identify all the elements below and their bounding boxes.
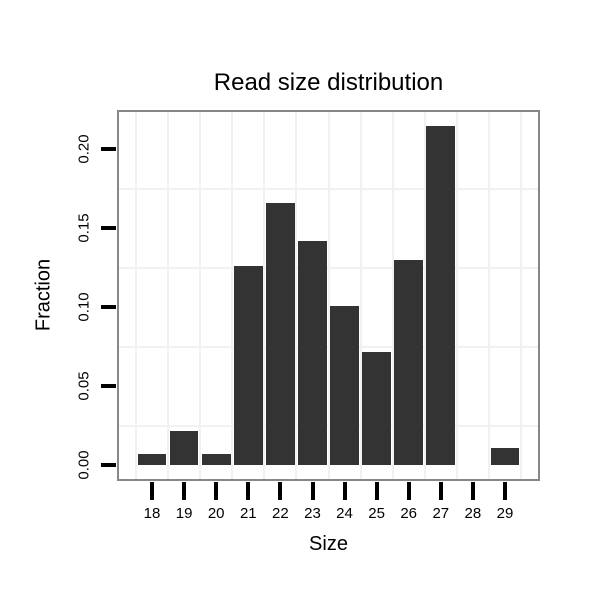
chart-bar bbox=[201, 454, 231, 466]
chart-bar bbox=[426, 125, 456, 466]
x-axis-tick bbox=[182, 482, 187, 500]
chart-bar bbox=[169, 430, 199, 466]
x-axis-tick-label: 22 bbox=[272, 505, 289, 522]
plot-panel bbox=[117, 110, 540, 481]
x-axis-tick bbox=[503, 482, 507, 500]
chart-bar bbox=[490, 448, 520, 466]
x-axis-tick-label: 23 bbox=[304, 505, 321, 522]
x-axis-tick bbox=[342, 482, 347, 500]
gridline-vertical bbox=[520, 112, 522, 479]
gridline-vertical bbox=[231, 112, 234, 479]
y-axis-tick bbox=[101, 147, 116, 152]
y-axis-title: Fraction bbox=[32, 258, 55, 332]
x-axis-tick bbox=[246, 482, 251, 500]
gridline-vertical bbox=[199, 112, 202, 479]
x-axis-tick-label: 19 bbox=[175, 505, 193, 522]
gridline-vertical bbox=[167, 112, 170, 479]
y-axis-tick-label: 0.10 bbox=[75, 292, 93, 322]
gridline-horizontal bbox=[119, 345, 538, 348]
x-axis-tick-label: 18 bbox=[143, 505, 161, 522]
gridline-horizontal bbox=[119, 266, 538, 269]
x-axis-tick bbox=[150, 482, 154, 500]
x-axis-tick bbox=[214, 482, 219, 500]
x-axis-tick-label: 25 bbox=[368, 505, 385, 522]
x-axis-tick bbox=[310, 482, 315, 500]
y-axis-tick bbox=[101, 384, 116, 389]
x-axis-tick-label: 28 bbox=[464, 505, 482, 522]
x-axis-tick bbox=[374, 482, 379, 500]
gridline-horizontal bbox=[119, 187, 538, 190]
chart-bar bbox=[137, 454, 167, 466]
x-axis-tick-label: 29 bbox=[496, 505, 514, 522]
gridline-vertical bbox=[487, 112, 490, 479]
x-axis-tick bbox=[406, 482, 411, 500]
chart-bar bbox=[234, 266, 263, 466]
x-axis-tick-label: 26 bbox=[400, 505, 418, 522]
y-axis-tick-label: 0.00 bbox=[75, 450, 93, 480]
chart-bar bbox=[362, 351, 391, 466]
chart-bar bbox=[394, 259, 424, 466]
gridline-vertical bbox=[423, 112, 426, 479]
gridline-vertical bbox=[295, 112, 298, 479]
gridline-vertical bbox=[391, 112, 394, 479]
x-axis-tick-label: 27 bbox=[432, 505, 450, 522]
x-axis-tick bbox=[470, 482, 475, 500]
y-axis-tick-label: 0.15 bbox=[75, 213, 93, 243]
chart-bar bbox=[266, 203, 295, 466]
x-axis-title: Size bbox=[309, 533, 348, 555]
x-axis-tick-label: 21 bbox=[239, 505, 257, 522]
gridline-vertical bbox=[327, 112, 330, 479]
chart-bar bbox=[330, 305, 359, 466]
chart-bar bbox=[298, 241, 327, 466]
y-axis-tick bbox=[101, 305, 116, 310]
x-axis-tick bbox=[438, 482, 443, 500]
gridline-vertical bbox=[359, 112, 362, 479]
y-axis-tick-label: 0.20 bbox=[75, 134, 93, 164]
x-axis-tick-label: 24 bbox=[336, 505, 353, 522]
gridline-vertical bbox=[455, 112, 458, 479]
gridline-vertical bbox=[263, 112, 266, 479]
chart-title: Read size distribution bbox=[213, 69, 444, 96]
x-axis-tick bbox=[278, 482, 283, 500]
y-axis-tick-label: 0.05 bbox=[75, 371, 93, 401]
gridline-vertical bbox=[135, 112, 137, 479]
y-axis-tick bbox=[101, 463, 116, 468]
y-axis-tick bbox=[101, 226, 116, 231]
gridline-horizontal bbox=[119, 424, 538, 427]
x-axis-tick-label: 20 bbox=[207, 505, 225, 522]
